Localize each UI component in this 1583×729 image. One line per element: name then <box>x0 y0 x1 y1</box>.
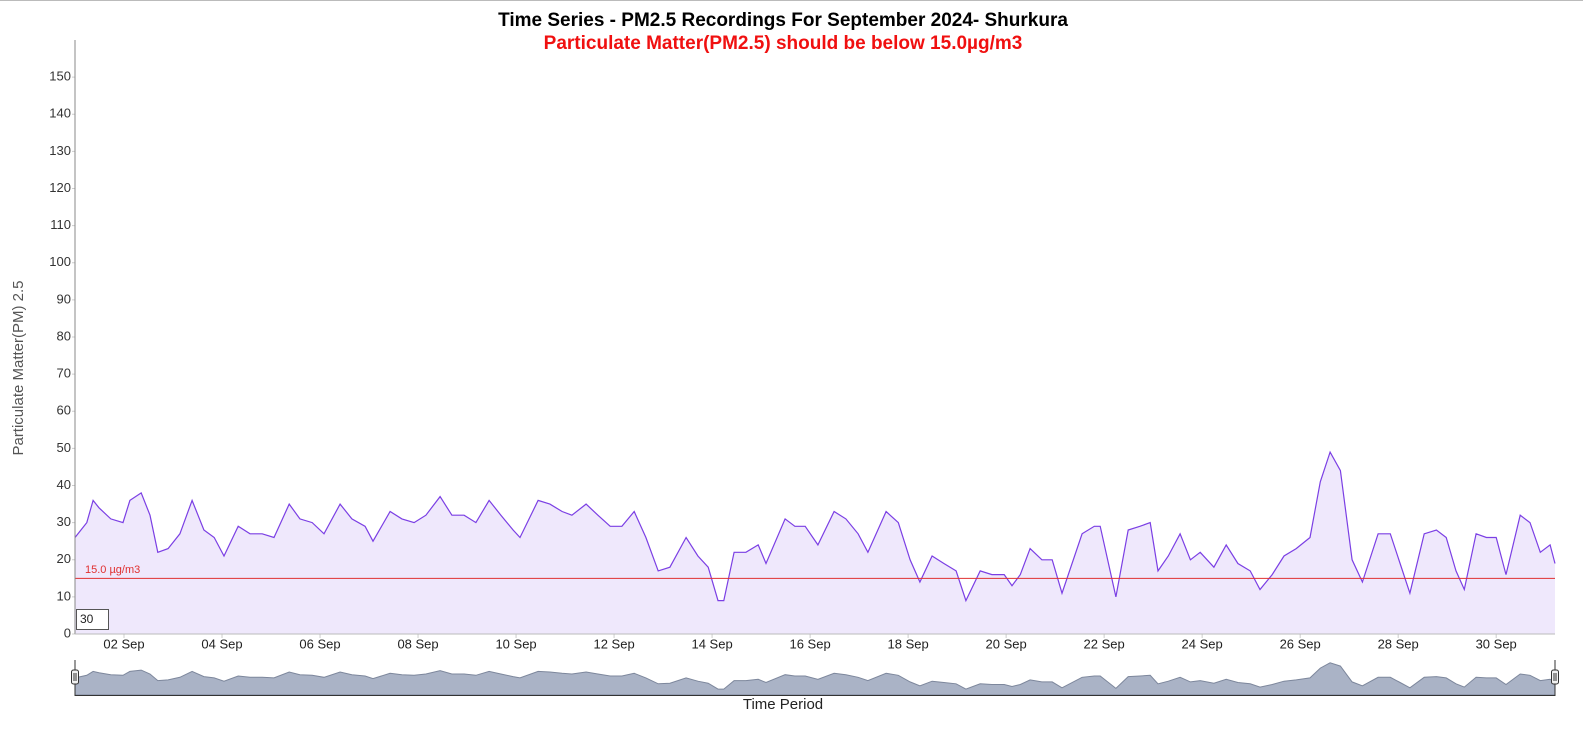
range-input-box <box>76 609 109 630</box>
x-tick-label: 06 Sep <box>299 636 340 651</box>
threshold-label: 15.0 µg/m3 <box>85 564 140 576</box>
x-tick-label: 22 Sep <box>1084 636 1125 651</box>
x-tick-label: 08 Sep <box>397 636 438 651</box>
y-tick-label: 20 <box>57 551 71 566</box>
chart-title: Time Series - PM2.5 Recordings For Septe… <box>498 10 1068 31</box>
y-tick-label: 80 <box>57 328 71 343</box>
y-tick-label: 40 <box>57 477 71 492</box>
x-tick-label: 16 Sep <box>789 636 830 651</box>
x-tick-label: 10 Sep <box>495 636 536 651</box>
y-tick-label: 10 <box>57 588 71 603</box>
y-tick-label: 150 <box>49 69 71 84</box>
y-tick-label: 70 <box>57 366 71 381</box>
x-tick-label: 30 Sep <box>1476 636 1517 651</box>
navigator-handle <box>71 669 79 685</box>
y-axis-title: Particulate Matter(PM) 2.5 <box>10 280 27 455</box>
y-tick-label: 100 <box>49 254 71 269</box>
series-line <box>74 450 1556 603</box>
y-tick-label: 60 <box>57 403 71 418</box>
y-tick-label: 110 <box>50 217 71 232</box>
x-tick-label: 02 Sep <box>103 636 144 651</box>
x-tick-label: 24 Sep <box>1182 636 1223 651</box>
x-tick-label: 26 Sep <box>1280 636 1321 651</box>
y-tick-label: 130 <box>49 143 71 158</box>
x-tick-label: 12 Sep <box>593 636 634 651</box>
x-tick-label: 18 Sep <box>888 636 929 651</box>
x-tick-label: 20 Sep <box>986 636 1027 651</box>
x-tick-label: 04 Sep <box>201 636 242 651</box>
x-tick-label: 28 Sep <box>1378 636 1419 651</box>
y-tick-label: 0 <box>64 625 71 640</box>
y-tick-label: 140 <box>49 106 71 121</box>
y-tick-label: 120 <box>49 180 71 195</box>
y-tick-label: 50 <box>57 440 71 455</box>
y-tick-label: 90 <box>57 291 71 306</box>
x-axis-title: Time Period <box>743 696 823 713</box>
chart-subtitle: Particulate Matter(PM2.5) should be belo… <box>544 33 1023 54</box>
y-tick-label: 30 <box>57 514 71 529</box>
navigator-handle <box>1551 669 1559 685</box>
navigator-area <box>74 662 1556 696</box>
x-tick-label: 14 Sep <box>691 636 732 651</box>
area-fill <box>75 452 1555 634</box>
range-input: 30 <box>80 612 94 626</box>
